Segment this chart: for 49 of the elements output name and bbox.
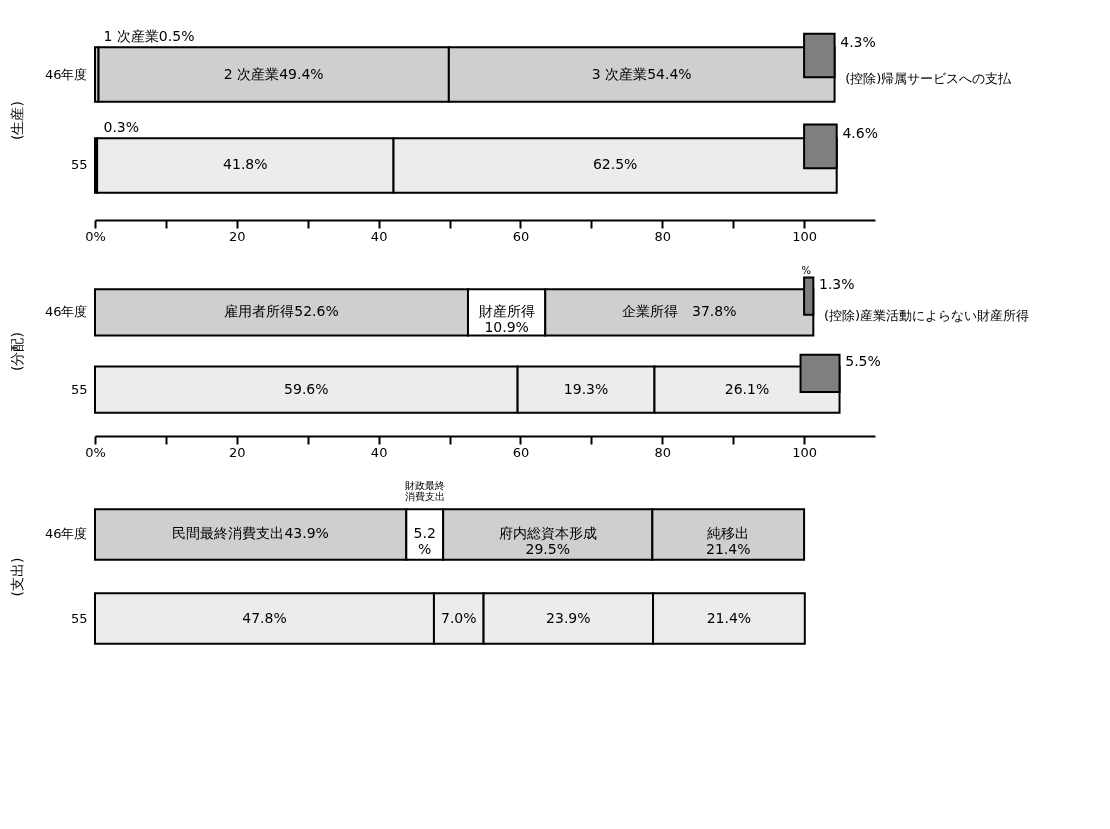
x-tick-label: 20 (229, 228, 246, 244)
y-tick-label: 46年度 (44, 526, 88, 542)
data-label: 2 次産業49.4% (223, 65, 324, 82)
data-label: 雇用者所得52.6% (224, 303, 339, 320)
x-tick-label: 80 (654, 228, 672, 244)
x-tick-label: 100 (792, 228, 817, 244)
annotation: (控除)産業活動によらない財産所得 (823, 308, 1030, 324)
data-label: 47.8% (242, 609, 287, 626)
data-label: 純移出 21.4% (705, 525, 751, 558)
data-label: 3 次産業54.4% (591, 65, 692, 82)
data-label: 59.6% (284, 380, 329, 397)
data-label: 26.1% (724, 380, 770, 397)
data-label: 1.3% (818, 275, 855, 292)
y-axis-title: (支出) (8, 557, 25, 597)
y-tick-label: 46年度 (44, 66, 88, 82)
y-axis-title: (分配) (8, 332, 25, 371)
x-tick-label: 20 (229, 444, 246, 460)
data-label: 民間最終消費支出43.9% (172, 525, 329, 542)
data-label: 財産所得 10.9% (478, 303, 535, 336)
y-tick-label: 55 (70, 157, 88, 173)
data-label: 企業所得 37.8% (622, 303, 737, 320)
data-label: 7.0% (440, 609, 477, 626)
data-label: 0.3% (103, 119, 140, 136)
x-tick-label: 100 (792, 444, 817, 460)
data-label: 1 次産業0.5% (103, 28, 195, 45)
data-label: 5.2 % (413, 525, 436, 558)
data-label: 4.3% (840, 34, 876, 50)
x-tick-label: 80 (654, 444, 672, 460)
data-label: 23.9% (546, 609, 591, 626)
annotation: (控除)帰属サービスへの支払 (845, 70, 1013, 86)
data-label: 62.5% (592, 156, 638, 173)
x-tick-label: 60 (512, 228, 530, 244)
y-tick-label: 46年度 (44, 304, 88, 320)
x-tick-label: 0% (85, 228, 106, 244)
x-tick-label: 60 (512, 444, 530, 460)
x-tick-label: 40 (370, 228, 388, 244)
data-label: 5.5% (845, 352, 881, 369)
data-label: 19.3% (563, 380, 609, 397)
data-label: 府内総資本形成 29.5% (498, 525, 597, 558)
y-tick-label: 55 (70, 610, 88, 626)
annotation: % (801, 264, 811, 276)
y-tick-label: 55 (70, 381, 88, 397)
x-tick-label: 0% (85, 444, 106, 460)
data-label: 21.4% (706, 609, 752, 626)
x-tick-label: 40 (370, 444, 388, 460)
data-label: 41.8% (223, 156, 268, 173)
y-axis-title: (生産) (8, 101, 25, 140)
data-label: 4.6% (842, 124, 878, 141)
annotation: 財政最終消費支出 (404, 480, 445, 503)
